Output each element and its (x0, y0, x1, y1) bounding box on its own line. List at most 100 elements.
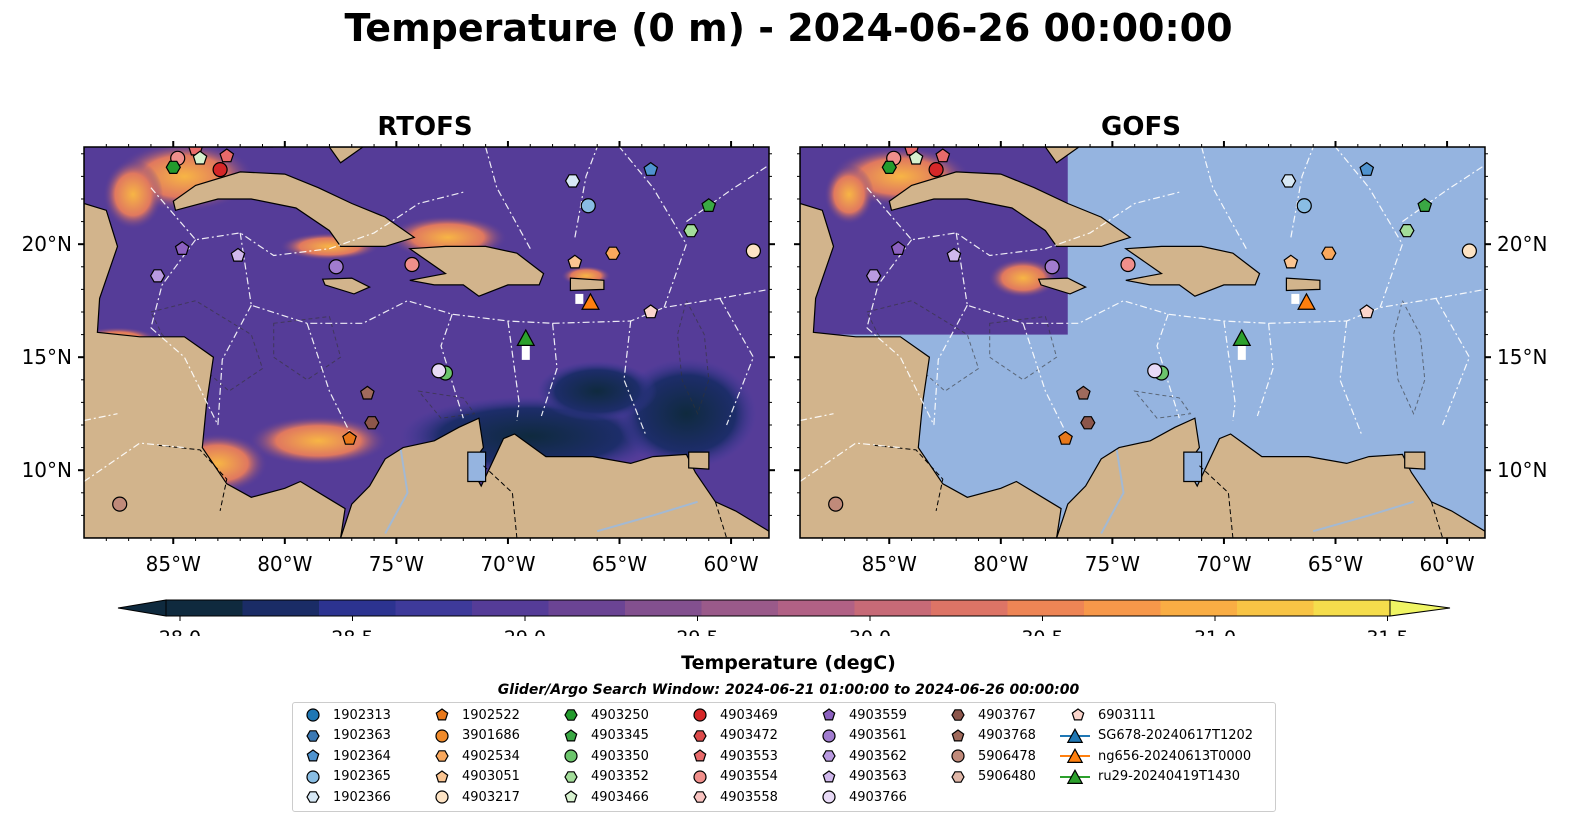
lon-tick-label: 65°W (592, 552, 647, 576)
marker-1902522 (342, 430, 357, 445)
legend: 1902313 1902363 1902364 1902365 1902366 19025… (292, 702, 1276, 812)
legend-label: 1902522 (462, 707, 520, 723)
legend-hexagon-icon (306, 791, 320, 803)
legend-item: 4903553 (680, 746, 778, 766)
legend-label: 4903466 (591, 789, 649, 805)
legend-marker-icon (822, 790, 836, 804)
legend-label: 4903352 (591, 769, 649, 784)
marker-4903466 (192, 150, 208, 165)
marker-4902534 (1321, 246, 1337, 260)
marker-4903352 (1399, 224, 1415, 238)
legend-item: 4903559 (809, 705, 907, 725)
marker-4903553b (935, 148, 951, 163)
depth-contour (273, 315, 342, 381)
land-jamaica (1037, 277, 1088, 295)
colorbar-label: Temperature (degC) (681, 652, 896, 674)
legend-label: 1902363 (333, 728, 391, 743)
colorbar-segment (472, 600, 549, 616)
marker-1902364 (643, 161, 659, 176)
legend-label: 4903559 (849, 707, 907, 723)
legend-marker-icon (435, 750, 449, 762)
legend-item: 4903345 (551, 726, 649, 746)
legend-marker-icon (693, 729, 707, 742)
legend-item: ng656-20240613T0000 (1058, 746, 1251, 766)
legend-hexagon-icon (951, 709, 965, 721)
eez-boundary (686, 164, 769, 223)
depth-contour (1133, 390, 1192, 419)
lon-tick-label: 85°W (862, 552, 917, 576)
eez-boundary (933, 304, 968, 426)
colorbar-tick-label: 29.0 (504, 627, 546, 636)
marker-1902364 (1359, 161, 1375, 176)
legend-marker-icon (693, 749, 707, 762)
marker-ru29 (1232, 328, 1252, 347)
legend-marker-icon (564, 790, 578, 803)
legend-hexagon-icon (693, 791, 707, 803)
marker-4903563 (230, 247, 246, 262)
legend-item: 4903250 (551, 705, 649, 725)
legend-label: 4903767 (978, 707, 1036, 723)
legend-item: 6903111 (1058, 705, 1156, 725)
legend-circle-icon (693, 708, 707, 722)
colorbar-tick-label: 30.0 (849, 627, 891, 636)
country-border (873, 444, 944, 512)
legend-circle-icon (822, 728, 836, 743)
legend-marker-icon (951, 749, 965, 763)
eez-boundary (1256, 323, 1274, 417)
legend-pentagon-icon (306, 749, 320, 762)
land-hispaniola (408, 245, 545, 297)
marker-5906478 (828, 496, 844, 512)
marker-1902365 (1296, 198, 1312, 214)
legend-marker-icon (1071, 708, 1085, 721)
legend-label: 6903111 (1098, 707, 1156, 723)
colorbar-segment (931, 600, 1008, 616)
legend-label: 4903558 (720, 789, 778, 805)
temperature-patch (824, 164, 875, 225)
land-cuba (888, 171, 1132, 247)
legend-label: 4903561 (849, 728, 907, 743)
land-southam (1055, 417, 1485, 538)
lon-tick-label: 85°W (146, 552, 201, 576)
legend-marker-icon (951, 770, 965, 783)
map-frame (799, 146, 1486, 539)
legend-marker-icon (822, 750, 836, 762)
legend-marker-icon (306, 791, 320, 803)
legend-circle-icon (564, 749, 578, 763)
land-puertorico (1285, 277, 1321, 292)
colorbar-extend-max (1389, 599, 1451, 617)
legend-hexagon-icon (564, 770, 578, 783)
depth-contour (1392, 299, 1426, 416)
marker-3901686 (1487, 194, 1501, 208)
legend-marker-icon (564, 728, 578, 741)
eez-boundary (955, 232, 1269, 324)
eez-boundary (800, 413, 834, 422)
country-border (1430, 501, 1444, 538)
legend-pentagon-icon (822, 708, 836, 721)
country-border (157, 444, 228, 512)
eez-boundary (1290, 147, 1314, 238)
legend-item: 1902363 (293, 726, 391, 746)
colorbar-segment (548, 600, 626, 616)
colorbar-segment (701, 600, 779, 616)
marker-4903768 (359, 385, 375, 400)
lon-tick-label: 65°W (1308, 552, 1363, 576)
legend-pentagon-icon (693, 749, 707, 762)
legend-label: 4903217 (462, 789, 520, 805)
legend-item: 1902365 (293, 767, 391, 787)
legend-marker-icon (435, 769, 449, 782)
marker-6903111 (643, 304, 659, 319)
marker-6903111 (1359, 304, 1375, 319)
legend-circle-icon (693, 769, 707, 784)
marker-4903561 (1044, 259, 1060, 275)
eez-boundary (1335, 147, 1404, 308)
legend-item: 4902534 (422, 746, 520, 766)
legend-label: 4903554 (720, 769, 778, 784)
eez-boundary (84, 413, 118, 422)
legend-item: 4903558 (680, 787, 778, 807)
legend-item: 1902366 (293, 787, 391, 807)
legend-pentagon-icon (564, 790, 578, 803)
legend-item: 4903051 (422, 767, 520, 787)
marker-4903562 (865, 269, 882, 283)
legend-circle-icon (435, 728, 449, 743)
land-puertorico (569, 277, 605, 292)
